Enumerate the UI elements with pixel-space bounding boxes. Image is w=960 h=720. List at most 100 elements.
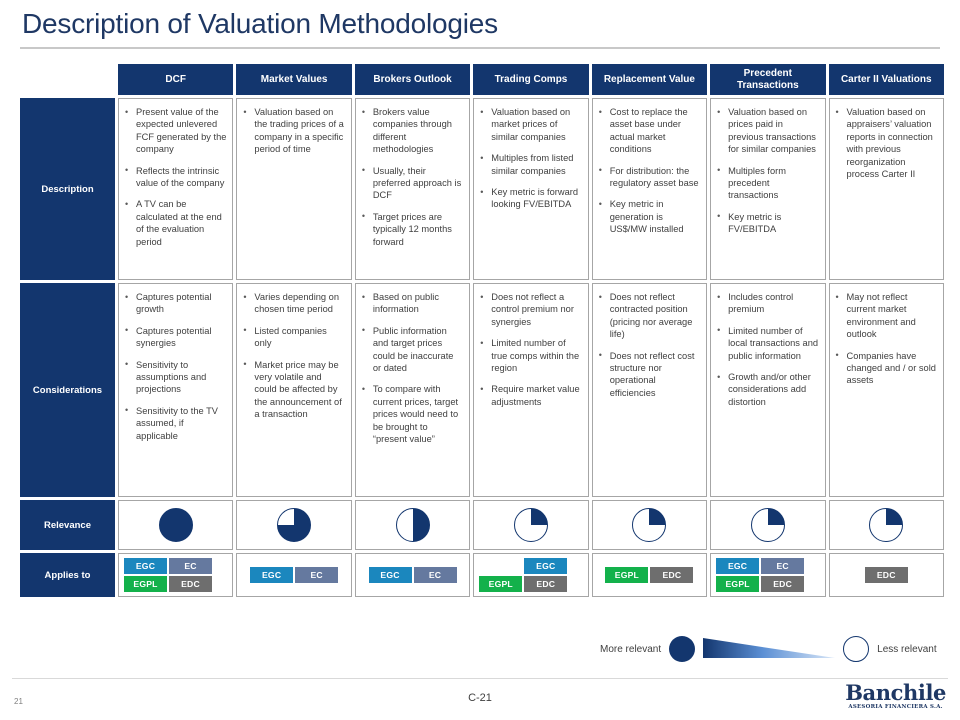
bullet-item: Multiples form precedent transactions — [715, 164, 819, 202]
badge-edc[interactable]: EDC — [761, 576, 805, 592]
header-cells: DCF Market Values Brokers Outlook Tradin… — [118, 64, 944, 95]
description-cell-trading-comps: Valuation based on market prices of simi… — [473, 98, 589, 280]
badge-ec[interactable]: EC — [413, 567, 457, 583]
badge-egc[interactable]: EGC — [716, 558, 760, 574]
bullet-list: May not reflect current market environme… — [834, 291, 938, 387]
bullet-item: To compare with current prices, target p… — [360, 383, 464, 445]
bullet-item: Growth and/or other considerations add d… — [715, 371, 819, 408]
bullet-item: Brokers value companies through differen… — [360, 106, 464, 156]
description-cell-dcf: Present value of the expected unlevered … — [118, 98, 234, 280]
bullet-item: Market price may be very volatile and co… — [241, 358, 345, 421]
bullet-item: Based on public information — [360, 291, 464, 316]
applies-to-cells: EGC EC EGPL EDC EGC EC EGC EC EGC EGPL EDC EGPL EDC E… — [118, 553, 944, 597]
badge-egpl[interactable]: EGPL — [605, 567, 649, 583]
bullet-item: Key metric is forward looking FV/EBITDA — [478, 186, 582, 211]
description-cell-precedent-transactions: Valuation based on prices paid in previo… — [710, 98, 826, 280]
badge-ec[interactable]: EC — [169, 558, 212, 574]
bullet-list: Present value of the expected unlevered … — [123, 106, 227, 248]
bullet-item: Usually, their preferred approach is DCF — [360, 164, 464, 202]
applies-to-cell: EGPL EDC — [591, 553, 708, 597]
applies-to-cell: EGC EC EGPL EDC — [118, 553, 234, 597]
legend-less-relevant-label: Less relevant — [877, 643, 937, 655]
description-cells: Present value of the expected unlevered … — [118, 98, 944, 280]
considerations-row: Considerations Captures potential growth… — [20, 283, 944, 497]
bullet-item: Valuation based on market prices of simi… — [478, 105, 582, 143]
bullet-list: Varies depending on chosen time period Li… — [241, 291, 345, 421]
footer-center-number: C-21 — [468, 692, 492, 704]
badge-group: EDC — [835, 567, 938, 583]
bullet-list: Does not reflect contracted position (pr… — [597, 291, 701, 399]
bullet-item: Valuation based on appraisers’ valuation… — [834, 105, 938, 180]
bullet-item: Does not reflect a control premium nor s… — [478, 290, 582, 328]
bullet-list: Based on public information Public inform… — [360, 291, 464, 445]
relevance-cell — [473, 500, 589, 550]
relevance-cell — [828, 500, 944, 550]
bullet-item: Sensitivity to assumptions and projectio… — [123, 358, 227, 396]
column-header-brokers-outlook[interactable]: Brokers Outlook — [354, 64, 471, 95]
column-header-replacement-value[interactable]: Replacement Value — [591, 64, 708, 95]
column-header-precedent-transactions[interactable]: Precedent Transactions — [710, 64, 826, 95]
bullet-item: Target prices are typically 12 months fo… — [360, 210, 464, 248]
description-cell-market-values: Valuation based on the trading prices of… — [236, 98, 352, 280]
column-header-carter-ii-valuations[interactable]: Carter II Valuations — [828, 64, 944, 95]
badge-group: EGC EC EGPL EDC — [124, 558, 227, 592]
relevance-cell — [710, 500, 826, 550]
badge-egpl[interactable]: EGPL — [479, 576, 523, 592]
bullet-item: Key metric is FV/EBITDA — [715, 210, 819, 236]
badge-egc[interactable]: EGC — [524, 558, 568, 574]
methodologies-table: DCF Market Values Brokers Outlook Tradin… — [20, 64, 944, 600]
relevance-legend: More relevant Less relevant — [600, 636, 937, 662]
badge-ec[interactable]: EC — [295, 567, 339, 583]
bullet-item: Present value of the expected unlevered … — [123, 106, 227, 156]
applies-to-cell: EGC EC — [236, 553, 352, 597]
relevance-pie-icon — [632, 508, 667, 542]
badge-egpl[interactable]: EGPL — [716, 576, 760, 592]
badge-egc[interactable]: EGC — [124, 558, 167, 574]
badge-edc[interactable]: EDC — [169, 576, 212, 592]
applies-to-row: Applies to EGC EC EGPL EDC EGC EC EGC EC EGC EGPL… — [20, 553, 944, 597]
considerations-cell-brokers-outlook: Based on public information Public inform… — [354, 283, 471, 497]
column-header-dcf[interactable]: DCF — [118, 64, 234, 95]
bullet-list: Valuation based on the trading prices of… — [241, 106, 345, 156]
title-divider — [20, 47, 940, 49]
relevance-cell — [591, 500, 708, 550]
row-label-relevance: Relevance — [20, 500, 115, 550]
bullet-item: Captures potential synergies — [123, 324, 227, 350]
badge-edc[interactable]: EDC — [524, 576, 568, 592]
badge-egc[interactable]: EGC — [368, 567, 412, 583]
bullet-item: Sensitivity to the TV assumed, if applic… — [123, 404, 227, 442]
considerations-cell-dcf: Captures potential growth Captures potent… — [118, 283, 234, 497]
table-header-row: DCF Market Values Brokers Outlook Tradin… — [20, 64, 944, 95]
applies-to-cell: EGC EC EGPL EDC — [710, 553, 826, 597]
relevance-pie-icon — [513, 508, 548, 542]
badge-group: EGPL EDC — [598, 567, 701, 583]
legend-empty-circle-icon — [843, 636, 870, 662]
badge-edc[interactable]: EDC — [650, 567, 694, 583]
bullet-item: Limited number of true comps within the … — [478, 337, 582, 374]
relevance-pie-icon — [869, 508, 904, 542]
relevance-row: Relevance — [20, 500, 944, 550]
row-label-description: Description — [20, 98, 115, 280]
bullet-item: For distribution: the regulatory asset b… — [597, 164, 701, 190]
bullet-list: Cost to replace the asset base under act… — [597, 106, 701, 236]
bullet-list: Valuation based on prices paid in previo… — [715, 106, 819, 236]
column-header-market-values[interactable]: Market Values — [236, 64, 352, 95]
relevance-cell — [118, 500, 234, 550]
legend-filled-circle-icon — [669, 636, 696, 662]
page-title: Description of Valuation Methodologies — [22, 8, 498, 39]
bullet-item: Valuation based on prices paid in previo… — [715, 106, 819, 156]
bullet-item: Companies have changed and / or sold ass… — [834, 349, 938, 387]
column-header-trading-comps[interactable]: Trading Comps — [473, 64, 589, 95]
relevance-pie-icon — [277, 508, 312, 542]
bullet-item: Valuation based on the trading prices of… — [241, 106, 345, 156]
logo-wordmark: Banchile — [845, 680, 946, 705]
badge-ec[interactable]: EC — [761, 558, 805, 574]
bullet-item: Key metric in generation is US$/MW insta… — [597, 198, 701, 235]
footer-divider — [12, 678, 948, 679]
bullet-item: Cost to replace the asset base under act… — [597, 106, 701, 156]
banchile-logo: Banchile ASESORIA FINANCIERA S.A. — [845, 682, 946, 710]
badge-edc[interactable]: EDC — [864, 567, 908, 583]
bullet-item: Listed companies only — [241, 324, 345, 350]
badge-egpl[interactable]: EGPL — [124, 576, 167, 592]
badge-egc[interactable]: EGC — [250, 567, 294, 583]
